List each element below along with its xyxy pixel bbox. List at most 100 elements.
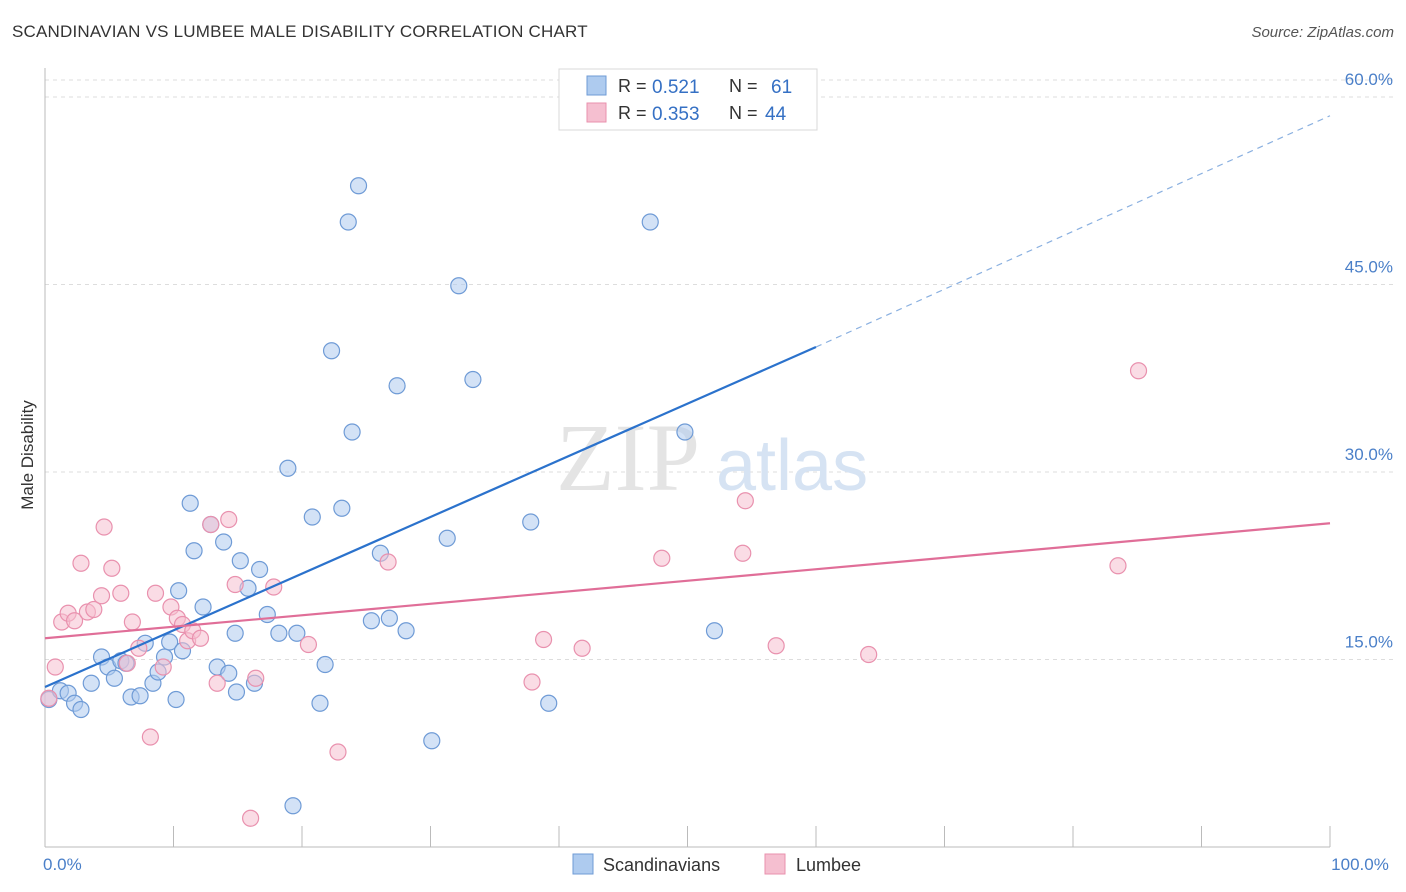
bottom-legend-swatch-scandinavians (572, 853, 594, 875)
watermark-atlas: atlas (716, 426, 868, 506)
scandinavian-point-53 (522, 513, 540, 531)
scandinavian-point-60 (170, 582, 188, 600)
scandinavian-point-35 (288, 624, 306, 642)
axis-layer: 15.0% 30.0% 45.0% 60.0% 0.0% 100.0% (43, 68, 1393, 874)
scandinavian-point-51 (450, 277, 468, 295)
scandinavian-point-43 (349, 177, 368, 195)
lumbee-point-34 (523, 673, 541, 691)
scandinavian-point-40 (333, 499, 351, 517)
lumbee-point-0 (40, 689, 58, 707)
lumbee-point-32 (329, 743, 347, 761)
scandinavian-point-52 (464, 370, 482, 389)
lumbee-point-39 (736, 492, 754, 510)
lumbee-point-10 (103, 559, 121, 577)
scandinavian-point-55 (641, 213, 659, 231)
legend-r-value-scandinavians: 0.521 (652, 77, 700, 98)
legend-n-value-lumbee: 44 (765, 104, 787, 125)
legend-r-label-lumbee: R = (618, 103, 647, 123)
legend-r-label-scandinavians: R = (618, 76, 647, 96)
lumbee-trend-line (44, 522, 1331, 640)
chart-title: SCANDINAVIAN VS LUMBEE MALE DISABILITY C… (12, 22, 588, 41)
scandinavian-point-32 (258, 605, 276, 624)
lumbee-point-4 (65, 612, 84, 630)
scandinavian-point-21 (185, 542, 203, 560)
lumbee-point-40 (767, 637, 785, 655)
scandinavian-point-34 (279, 459, 297, 477)
y-axis-title: Male Disability (18, 400, 37, 510)
lumbee-point-25 (208, 674, 226, 692)
lumbee-point-41 (860, 645, 878, 664)
scandinavian-point-46 (380, 609, 398, 627)
lumbee-point-11 (112, 584, 130, 602)
y-tick-label-1: 30.0% (1345, 445, 1393, 464)
lumbee-point-7 (85, 600, 103, 619)
lumbee-point-5 (72, 554, 90, 572)
scandinavian-point-28 (231, 552, 249, 570)
scandinavian-point-37 (311, 694, 329, 712)
lumbee-point-1 (46, 658, 64, 676)
lumbee-point-15 (141, 728, 159, 746)
scandinavian-point-27 (226, 624, 244, 642)
lumbee-point-8 (92, 587, 111, 605)
lumbee-point-43 (1129, 362, 1148, 380)
bottom-legend: Scandinavians Lumbee (572, 853, 861, 875)
lumbee-point-29 (247, 669, 265, 687)
chart-source: Source: ZipAtlas.com (1251, 24, 1394, 41)
watermark: ZIP atlas (556, 404, 868, 511)
scandinavian-point-38 (316, 655, 334, 674)
points-layer (40, 177, 1148, 827)
scandinavian-point-50 (438, 529, 456, 547)
scandinavian-point-36 (303, 508, 321, 526)
scandinavian-point-48 (397, 622, 415, 640)
lumbee-point-38 (734, 544, 752, 562)
lumbee-point-24 (202, 515, 220, 534)
scandinavian-point-12 (131, 687, 149, 705)
lumbee-point-33 (379, 553, 397, 571)
legend-n-value-scandinavians: 61 (771, 77, 792, 98)
scandinavian-point-4 (72, 700, 90, 719)
lumbee-point-12 (118, 654, 136, 672)
scandinavian-point-17 (161, 633, 179, 651)
scandinavian-point-47 (388, 377, 406, 395)
grid-layer (45, 79, 1393, 660)
bottom-legend-label-lumbee: Lumbee (796, 855, 861, 875)
scandinavian-point-22 (194, 598, 212, 616)
top-legend: R = 0.521 N = 61 R = 0.353 N = 44 (558, 68, 818, 131)
scandinavian-point-26 (220, 664, 238, 682)
scandinavian-point-18 (167, 690, 185, 709)
lumbee-point-31 (299, 635, 318, 654)
scandinavian-point-56 (676, 423, 694, 441)
lumbee-point-16 (146, 584, 165, 602)
lumbee-point-28 (242, 809, 260, 827)
scandinavian-point-33 (270, 624, 288, 642)
scandinavian-point-49 (423, 732, 441, 750)
scandinavian-point-58 (284, 797, 302, 815)
lumbee-point-37 (653, 549, 671, 567)
x-tick-label-1: 100.0% (1331, 855, 1389, 874)
bottom-legend-label-scandinavians: Scandinavians (603, 855, 720, 875)
watermark-zip: ZIP (556, 404, 700, 511)
lumbee-point-9 (95, 518, 113, 536)
legend-n-label-scandinavians: N = (729, 76, 758, 96)
y-tick-label-3: 60.0% (1345, 70, 1393, 89)
lumbee-point-26 (220, 510, 238, 529)
scandinavian-trend-line (44, 345, 817, 689)
lumbee-point-42 (1109, 557, 1127, 575)
lumbee-point-23 (191, 629, 210, 647)
y-tick-label-0: 15.0% (1345, 633, 1393, 652)
legend-r-value-lumbee: 0.353 (652, 104, 700, 125)
lumbee-point-17 (154, 658, 172, 676)
scandinavian-point-39 (322, 342, 341, 360)
scandinavian-point-42 (343, 423, 361, 441)
trend-layer (44, 115, 1331, 689)
legend-n-label-lumbee: N = (729, 103, 758, 123)
scandinavian-point-5 (82, 674, 100, 692)
lumbee-point-13 (123, 613, 141, 631)
scandinavian-point-31 (250, 560, 269, 579)
bottom-legend-swatch-lumbee (764, 853, 786, 875)
x-tick-label-0: 0.0% (43, 855, 82, 874)
lumbee-point-27 (226, 575, 244, 594)
scandinavian-trend-extension (815, 115, 1331, 348)
scandinavian-point-25 (215, 533, 233, 551)
